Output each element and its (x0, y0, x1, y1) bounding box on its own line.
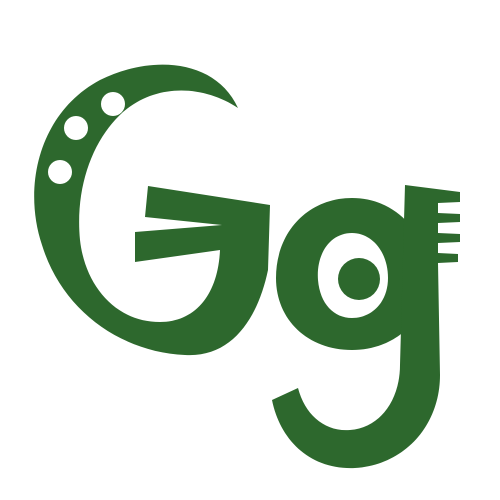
dot-middle (64, 116, 88, 140)
lowercase-g-letter (272, 185, 460, 469)
dot-bottom (48, 160, 72, 184)
lowercase-g-bowl (276, 198, 428, 350)
capital-g-body (34, 64, 270, 356)
capital-g-letter (34, 64, 270, 356)
lowercase-g-inner-dot (338, 258, 380, 300)
lowercase-g-stem (272, 185, 460, 469)
dot-top (101, 92, 125, 116)
